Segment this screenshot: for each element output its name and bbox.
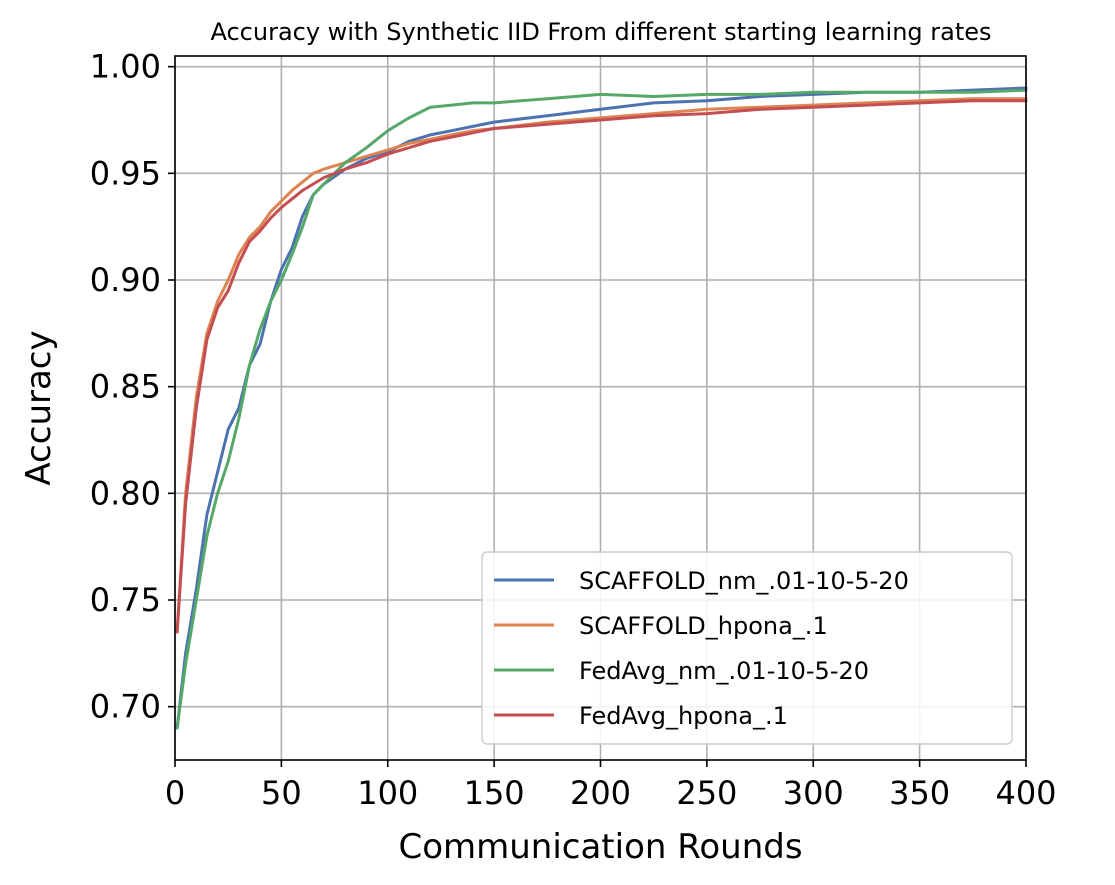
legend-label-2: SCAFFOLD_hpona_.1 — [579, 612, 828, 640]
series-line-1 — [175, 86, 1028, 730]
series-lines — [175, 86, 1028, 730]
ticks: 0 50 100 150 200 250 300 350 400 0.70 0.75 0.80 0.85… — [90, 48, 1057, 812]
y-tick-label: 0.75 — [90, 581, 161, 619]
y-tick-label: 0.85 — [90, 368, 161, 406]
x-tick-label: 50 — [261, 774, 302, 812]
y-tick-label: 0.80 — [90, 474, 161, 512]
x-tick-label: 250 — [676, 774, 737, 812]
series-line-3 — [175, 88, 1028, 730]
x-tick-label: 0 — [165, 774, 185, 812]
chart-title: Accuracy with Synthetic IID From differe… — [210, 18, 991, 46]
legend-label-3: FedAvg_nm_.01-10-5-20 — [579, 657, 869, 685]
legend: SCAFFOLD_nm_.01-10-5-20 SCAFFOLD_hpona_.1… — [481, 551, 1013, 745]
legend-label-4: FedAvg_hpona_.1 — [579, 702, 788, 730]
x-tick-label: 300 — [783, 774, 844, 812]
x-axis-label: Communication Rounds — [398, 827, 802, 867]
x-tick-label: 150 — [464, 774, 525, 812]
y-tick-label: 0.90 — [90, 261, 161, 299]
legend-label-1: SCAFFOLD_nm_.01-10-5-20 — [579, 567, 909, 595]
grid — [174, 56, 1027, 760]
x-tick-label: 400 — [995, 774, 1056, 812]
x-tick-label: 100 — [357, 774, 418, 812]
series-line-2 — [175, 97, 1028, 634]
y-tick-label: 0.70 — [90, 688, 161, 726]
series-line-4 — [175, 99, 1028, 634]
y-axis-label: Accuracy — [19, 330, 59, 485]
y-tick-label: 0.95 — [90, 154, 161, 192]
y-tick-label: 1.00 — [90, 48, 161, 86]
x-tick-label: 200 — [570, 774, 631, 812]
x-tick-label: 350 — [889, 774, 950, 812]
legend-box — [481, 551, 1013, 745]
